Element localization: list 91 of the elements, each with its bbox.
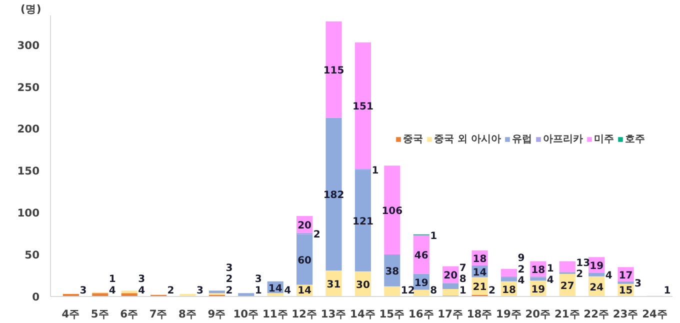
y-tick-label: 300 — [17, 38, 40, 52]
x-tick-label: 22주 — [584, 308, 610, 320]
legend-label: 중국 외 아시아 — [434, 133, 501, 146]
x-tick-label: 17주 — [438, 308, 464, 320]
data-label: 106 — [382, 206, 403, 218]
data-label: 4 — [546, 274, 554, 286]
data-label: 2 — [226, 285, 233, 296]
data-label: 4 — [605, 270, 612, 282]
x-tick-label: 15주 — [379, 308, 406, 320]
data-label: 20 — [298, 220, 312, 232]
data-label: 8 — [430, 285, 438, 296]
data-label: 3 — [226, 262, 233, 274]
data-label: 3 — [138, 274, 146, 286]
x-tick-label: 24주 — [642, 308, 668, 320]
y-axis-title: (명) — [20, 2, 42, 16]
data-label: 2 — [488, 285, 496, 296]
legend-label: 호주 — [624, 133, 645, 146]
x-tick-label: 12주 — [292, 308, 318, 320]
data-label: 2 — [167, 285, 174, 296]
data-label: 18 — [472, 254, 487, 265]
data-label: 19 — [531, 284, 546, 296]
data-label: 1 — [372, 165, 379, 176]
x-tick-label: 9주 — [208, 308, 226, 320]
x-tick-label: 5주 — [90, 308, 110, 320]
data-label: 2 — [313, 230, 320, 241]
data-label: 46 — [414, 250, 428, 262]
data-label: 12 — [400, 285, 415, 296]
data-label: 19 — [414, 278, 428, 289]
data-label: 20 — [444, 270, 458, 282]
data-label: 3 — [254, 274, 262, 286]
data-label: 1 — [108, 274, 116, 286]
data-label: 27 — [560, 281, 574, 292]
x-tick-label: 6주 — [120, 308, 139, 320]
legend-label: 아프리카 — [542, 133, 583, 146]
data-label: 24 — [590, 282, 604, 294]
data-label: 3 — [80, 285, 87, 296]
y-tick-label: 200 — [17, 122, 40, 136]
data-label: 4 — [108, 285, 116, 296]
legend-label: 중국 — [403, 133, 423, 146]
data-label: 15 — [618, 285, 633, 296]
y-tick-label: 50 — [24, 248, 40, 262]
x-tick-label: 13주 — [320, 308, 347, 320]
y-tick-label: 150 — [17, 164, 40, 178]
x-tick-label: 18주 — [466, 308, 493, 320]
data-label: 60 — [298, 256, 312, 267]
data-label: 18 — [531, 264, 546, 276]
data-label: 2 — [576, 269, 584, 280]
data-label: 115 — [323, 66, 344, 77]
data-label: 7 — [459, 262, 466, 274]
x-tick-label: 8주 — [178, 308, 197, 320]
x-tick-label: 10주 — [233, 308, 260, 320]
legend-label: 미주 — [594, 133, 614, 146]
x-tick-label: 7주 — [149, 308, 168, 320]
data-label: 1 — [430, 230, 438, 242]
x-tick-label: 21주 — [554, 308, 580, 320]
data-label: 3 — [634, 278, 642, 290]
data-label: 9 — [518, 253, 525, 264]
data-label: 30 — [356, 280, 370, 291]
data-label: 19 — [590, 261, 604, 272]
data-label: 4 — [518, 276, 525, 287]
data-label: 18 — [502, 284, 516, 296]
data-label: 21 — [472, 282, 487, 294]
y-tick-label: 100 — [17, 206, 40, 220]
x-tick-label: 19주 — [496, 308, 522, 320]
x-tick-label: 11주 — [262, 308, 288, 320]
data-label: 1 — [254, 285, 262, 296]
x-tick-label: 16주 — [408, 308, 434, 320]
x-tick-label: 23주 — [612, 308, 639, 320]
data-label: 14 — [472, 267, 487, 278]
data-label: 1 — [664, 285, 671, 296]
data-label: 2 — [226, 274, 233, 286]
y-tick-label: 0 — [32, 290, 40, 304]
y-tick-label: 250 — [17, 80, 40, 94]
data-label: 14 — [268, 283, 282, 294]
data-label: 151 — [352, 102, 374, 113]
data-label: 1 — [459, 285, 466, 296]
data-label: 2 — [518, 264, 525, 276]
x-tick-label: 14주 — [350, 308, 376, 320]
data-label: 4 — [284, 285, 292, 296]
x-tick-label: 4주 — [62, 308, 80, 320]
data-label: 31 — [326, 280, 341, 290]
x-tick-label: 20주 — [525, 308, 552, 320]
legend-label: 유럽 — [512, 133, 532, 146]
data-label: 1 — [546, 264, 554, 275]
data-label: 13 — [576, 258, 590, 269]
data-label: 14 — [298, 285, 312, 296]
data-label: 4 — [138, 285, 146, 296]
data-label: 38 — [385, 266, 400, 278]
data-label: 17 — [618, 270, 633, 282]
data-label: 8 — [459, 274, 466, 286]
data-label: 3 — [196, 285, 204, 296]
